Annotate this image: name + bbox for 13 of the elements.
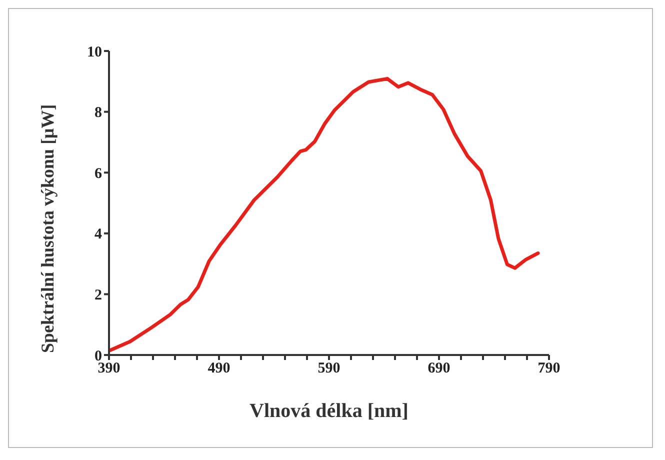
y-tick-label: 2	[94, 288, 102, 304]
y-tick-label: 4	[94, 226, 102, 243]
y-axis-title: Spektrální hustota výkonu [μW]	[37, 104, 58, 353]
x-tick-label: 590	[318, 360, 340, 377]
x-tick-label: 490	[208, 360, 230, 377]
x-axis-title: Vlnová délka [nm]	[250, 400, 408, 422]
x-tick-label: 690	[428, 360, 450, 377]
x-tick-label: 790	[538, 360, 560, 377]
line-series	[109, 76, 540, 352]
y-tick-label: 10	[87, 44, 102, 60]
x-tick-label: 390	[98, 360, 120, 377]
y-tick-label: 6	[94, 166, 102, 182]
y-tick-label: 8	[94, 105, 102, 122]
